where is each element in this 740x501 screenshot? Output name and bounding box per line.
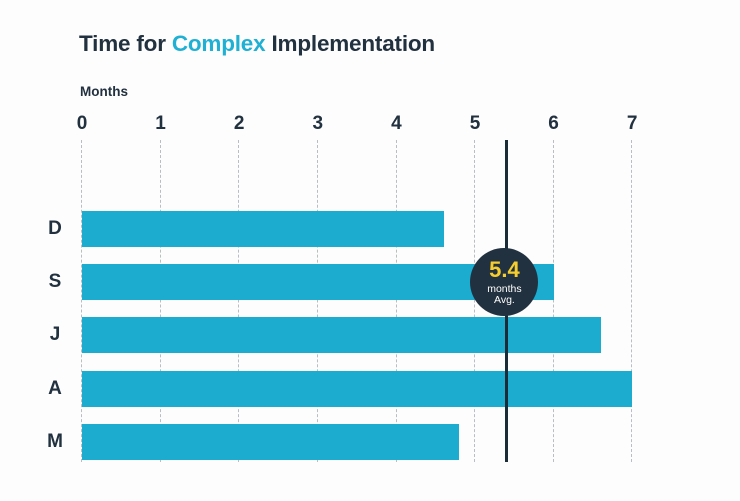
x-axis-tick-label: 0 bbox=[76, 113, 88, 134]
gridline-1 bbox=[159, 140, 161, 462]
bar-D[interactable] bbox=[82, 211, 444, 247]
gridline-7 bbox=[631, 140, 633, 462]
gridline-5 bbox=[474, 140, 476, 462]
category-label-J: J bbox=[49, 324, 61, 346]
x-axis-tick-label: 6 bbox=[548, 113, 559, 134]
x-axis-tick-label: 3 bbox=[312, 113, 324, 134]
bar-A[interactable] bbox=[82, 370, 633, 407]
average-badge[interactable]: 5.4 months Avg. bbox=[470, 248, 539, 317]
chart-title-accent-word: Complex bbox=[171, 31, 266, 56]
gridline-6 bbox=[552, 140, 554, 462]
average-value: 5.4 bbox=[489, 256, 520, 282]
bar-M[interactable] bbox=[82, 423, 460, 460]
category-label-M: M bbox=[47, 430, 63, 452]
chart-title-prefix: Time for bbox=[79, 31, 172, 56]
gridline-3 bbox=[317, 140, 318, 462]
category-label-D: D bbox=[48, 218, 62, 239]
chart-title-suffix: Implementation bbox=[265, 31, 435, 56]
gridline-4 bbox=[395, 140, 397, 462]
x-axis-tick-label: 1 bbox=[155, 113, 166, 134]
gridline-0 bbox=[81, 140, 83, 462]
x-axis-tick-label: 4 bbox=[391, 113, 402, 134]
chart-title: Time for Complex Implementation bbox=[79, 31, 435, 57]
category-label-A: A bbox=[48, 377, 62, 399]
gridline-2 bbox=[238, 140, 240, 462]
average-word-label: Avg. bbox=[494, 294, 515, 307]
x-axis-tick-label: 2 bbox=[233, 113, 245, 134]
average-unit-label: months bbox=[487, 282, 522, 295]
x-axis-unit-label: Months bbox=[80, 84, 128, 99]
x-axis-tick-label: 7 bbox=[626, 113, 638, 134]
category-label-S: S bbox=[48, 271, 62, 293]
x-axis-tick-label: 5 bbox=[469, 113, 481, 134]
bar-J[interactable] bbox=[82, 317, 601, 354]
